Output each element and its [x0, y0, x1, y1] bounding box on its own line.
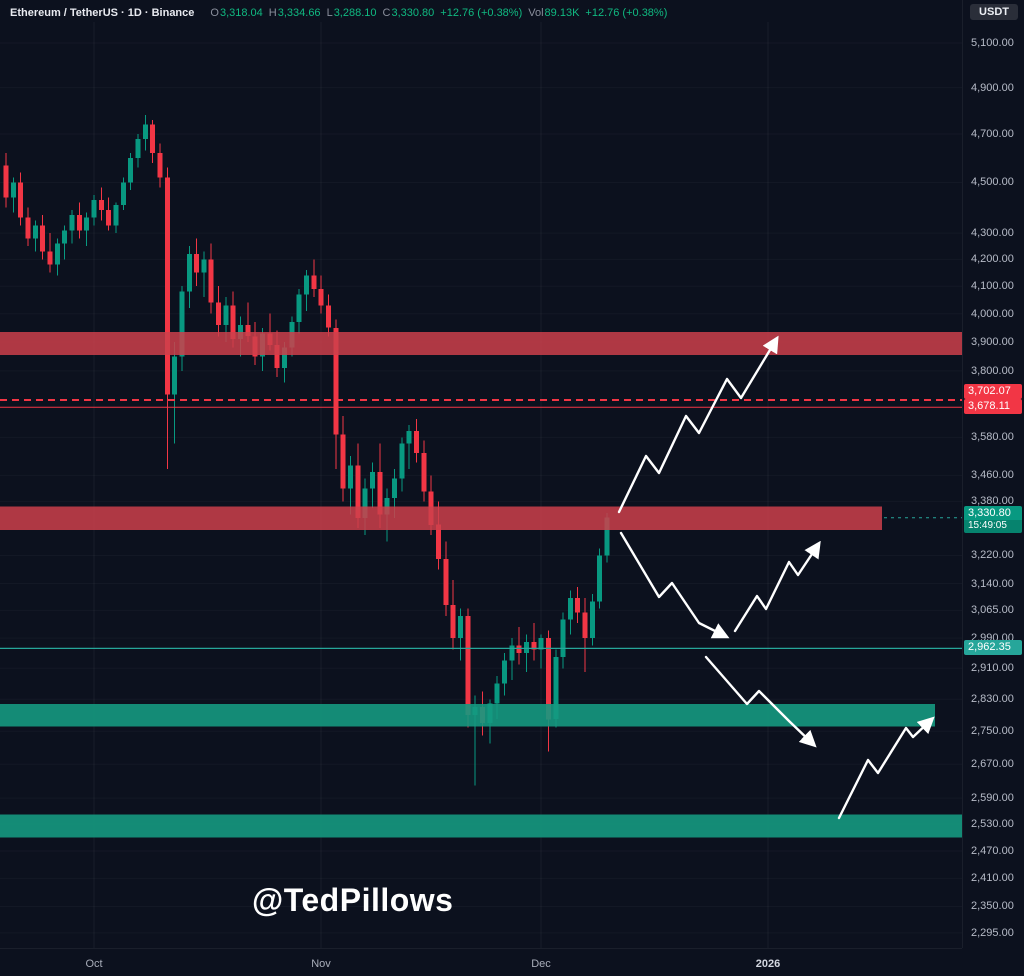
level-label-2962: 2,962.35 — [964, 640, 1022, 655]
projection-arrow-mid-up[interactable] — [733, 540, 821, 633]
time-label-oct: Oct — [85, 958, 103, 970]
open-label: O — [210, 7, 219, 19]
time-label-nov: Nov — [311, 958, 331, 970]
price-tick: 4,900.00 — [971, 82, 1014, 94]
close-label: C — [382, 7, 391, 19]
open-value: 3,318.04 — [219, 7, 263, 19]
support-zone-2530[interactable] — [0, 814, 962, 838]
price-tick: 2,910.00 — [971, 662, 1014, 674]
resistance-zone-3900[interactable] — [0, 332, 962, 355]
volume-change: +12.76 (+0.38%) — [585, 7, 668, 19]
gridlines — [93, 22, 769, 948]
watermark: @TedPillows — [252, 882, 454, 918]
projection-arrow-up-to-3900[interactable] — [617, 335, 779, 514]
low-label: L — [326, 7, 333, 19]
price-tick: 4,300.00 — [971, 227, 1014, 239]
price-tick: 3,900.00 — [971, 336, 1014, 348]
price-tick: 5,100.00 — [971, 37, 1014, 49]
time-label-dec: Dec — [531, 958, 551, 970]
time-axis[interactable]: Oct Nov Dec 2026 — [0, 948, 962, 976]
price-tick: 2,670.00 — [971, 758, 1014, 770]
price-tick: 2,295.00 — [971, 927, 1014, 939]
high-value: 3,334.66 — [277, 7, 321, 19]
price-tick: 2,590.00 — [971, 792, 1014, 804]
price-tick: 2,410.00 — [971, 872, 1014, 884]
price-change: +12.76 (+0.38%) — [440, 7, 523, 19]
price-tick: 3,065.00 — [971, 604, 1014, 616]
level-lines — [0, 399, 962, 650]
current-price-label: 3,330.80 15:49:05 — [964, 506, 1022, 533]
price-tick: 4,000.00 — [971, 308, 1014, 320]
price-tick: 4,200.00 — [971, 253, 1014, 265]
price-tick: 2,830.00 — [971, 693, 1014, 705]
price-tick: 4,700.00 — [971, 128, 1014, 140]
chart-legend: Ethereum / TetherUS · 1D · Binance O 3,3… — [10, 5, 667, 21]
volume-label: Vol — [528, 7, 544, 19]
price-tick: 3,380.00 — [971, 495, 1014, 507]
projection-arrows — [617, 335, 935, 820]
price-tick: 3,220.00 — [971, 549, 1014, 561]
currency-badge[interactable]: USDT — [970, 4, 1018, 20]
level-label-3678: 3,678.11 — [964, 399, 1022, 414]
zones — [0, 332, 962, 838]
support-zone-2790[interactable] — [0, 704, 935, 727]
candlestick-chart[interactable] — [0, 0, 962, 948]
price-tick: 2,350.00 — [971, 900, 1014, 912]
price-tick: 3,800.00 — [971, 365, 1014, 377]
projection-arrow-down-1[interactable] — [619, 531, 730, 639]
price-axis[interactable]: 5,100.00 4,900.00 4,700.00 4,500.00 4,300.00… — [962, 0, 1024, 948]
projection-arrow-down-2[interactable] — [704, 655, 817, 748]
price-tick: 4,500.00 — [971, 176, 1014, 188]
level-label-3702: 3,702.07 — [964, 384, 1022, 399]
price-tick: 2,750.00 — [971, 725, 1014, 737]
price-tick: 3,140.00 — [971, 578, 1014, 590]
price-tick: 4,100.00 — [971, 280, 1014, 292]
time-label-2026: 2026 — [755, 958, 781, 970]
high-label: H — [268, 7, 277, 19]
low-value: 3,288.10 — [333, 7, 377, 19]
close-value: 3,330.80 — [391, 7, 435, 19]
projection-arrow-bottom-up[interactable] — [837, 716, 935, 820]
price-tick: 2,470.00 — [971, 845, 1014, 857]
volume-value: 89.13K — [544, 7, 580, 19]
resistance-zone-3330[interactable] — [0, 506, 882, 530]
price-tick: 3,580.00 — [971, 431, 1014, 443]
symbol-title[interactable]: Ethereum / TetherUS · 1D · Binance — [10, 7, 195, 19]
price-tick: 2,530.00 — [971, 818, 1014, 830]
price-tick: 3,460.00 — [971, 469, 1014, 481]
